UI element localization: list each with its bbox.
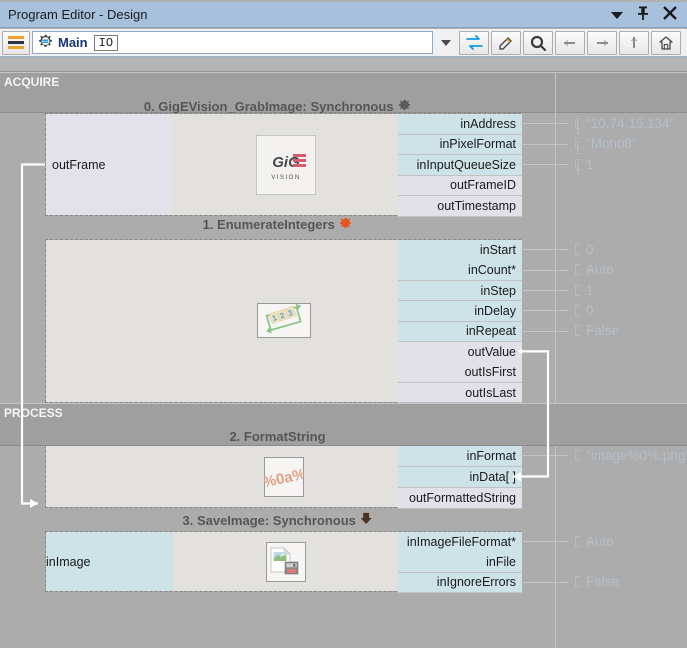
svg-text:VISION: VISION xyxy=(271,175,300,181)
